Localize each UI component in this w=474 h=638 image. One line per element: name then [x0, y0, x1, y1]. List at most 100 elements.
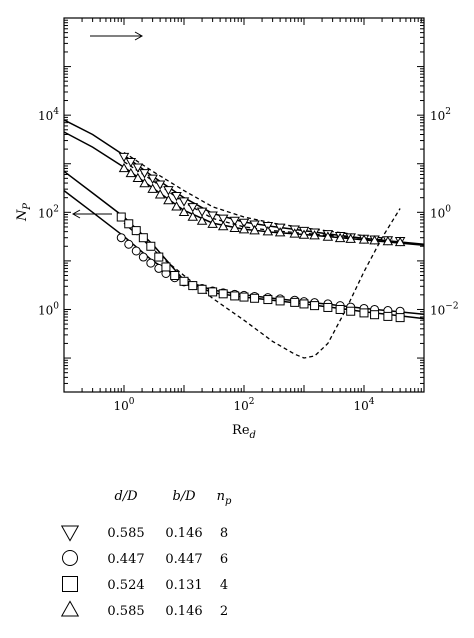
legend-b-over-D-value: 0.146	[165, 604, 202, 619]
data-point-triangle-up	[207, 218, 218, 228]
data-point-triangle-down	[125, 158, 137, 168]
data-point-square	[154, 252, 164, 262]
data-point-triangle-up	[178, 206, 190, 217]
data-point-square	[124, 219, 134, 229]
legend-np-value: 2	[220, 604, 228, 619]
data-point-triangle-up	[132, 172, 144, 183]
data-point-square	[310, 301, 320, 311]
legend-header-b-over-D: b/D	[172, 489, 196, 504]
legend-d-over-D-value: 0.524	[107, 578, 144, 593]
data-point-square	[263, 295, 273, 305]
legend-marker-circle	[62, 550, 78, 566]
data-point-triangle-up	[322, 231, 334, 241]
legend-marker-triangle-up	[60, 600, 80, 617]
data-point-triangle-up	[298, 229, 310, 239]
x-tick-label: 100	[113, 397, 134, 413]
data-point-triangle-down	[249, 220, 260, 230]
arrow-right-head	[134, 31, 144, 41]
data-point-triangle-up	[163, 194, 174, 205]
data-point-triangle-up	[217, 220, 229, 231]
data-point-triangle-down	[171, 191, 182, 202]
data-point-triangle-up	[394, 236, 406, 247]
legend-header-np: np	[217, 489, 232, 507]
data-point-triangle-up	[309, 230, 320, 240]
data-point-square	[359, 308, 369, 318]
legend-np-value: 6	[220, 552, 228, 567]
data-point-triangle-up	[289, 228, 300, 238]
data-point-triangle-up	[369, 235, 380, 245]
y-right-tick-label: 10−2	[430, 301, 459, 317]
data-point-circle	[138, 252, 148, 262]
x-tick-label: 104	[353, 397, 374, 413]
data-point-square	[346, 306, 356, 316]
data-point-triangle-up	[118, 162, 130, 173]
plot-frame	[63, 17, 425, 393]
dashed-curve	[123, 161, 393, 242]
data-point-triangle-up	[358, 234, 370, 244]
data-point-circle	[131, 246, 141, 256]
arrow-left-head	[71, 209, 81, 219]
legend: d/D b/D np 0.585 0.146 80.447 0.447 60.524 0.…	[60, 489, 232, 619]
legend-marker-square	[62, 576, 78, 592]
data-point-square	[290, 297, 300, 307]
y-right-tick-label: 102	[430, 107, 451, 123]
data-point-square	[230, 291, 240, 301]
legend-np-value: 4	[220, 578, 228, 593]
data-point-triangle-down	[147, 174, 158, 184]
data-point-triangle-up	[139, 177, 150, 188]
data-point-triangle-down	[118, 152, 130, 163]
data-point-triangle-up	[345, 233, 356, 243]
data-point-triangle-up	[229, 222, 240, 232]
data-point-triangle-up	[147, 183, 158, 193]
data-point-triangle-down	[217, 214, 229, 224]
data-point-triangle-up	[274, 227, 286, 237]
data-point-square	[299, 299, 309, 309]
data-point-triangle-down	[132, 163, 144, 173]
data-point-square	[138, 233, 148, 243]
data-point-triangle-up	[334, 232, 346, 243]
data-point-triangle-down	[178, 197, 190, 207]
data-point-square	[383, 311, 393, 321]
data-point-triangle-down	[139, 169, 150, 179]
markers-layer	[116, 152, 406, 323]
data-point-circle	[124, 239, 134, 249]
legend-d-over-D-value: 0.585	[107, 526, 144, 541]
legend-d-over-D-value: 0.447	[107, 552, 144, 567]
legend-rows: 0.585 0.146 8 0.447 0.447 6 0.524 0.131 4 0.585 0.…	[60, 525, 228, 619]
dashed-curve	[123, 208, 401, 359]
data-point-triangle-down	[238, 218, 250, 229]
y-left-tick-label: 104	[38, 107, 59, 123]
data-point-triangle-down	[163, 186, 174, 196]
data-point-square	[250, 293, 260, 303]
y-left-tick-label: 102	[38, 204, 59, 220]
data-point-square	[170, 271, 180, 281]
data-point-square	[335, 304, 345, 314]
legend-header-d-over-D: d/D	[114, 489, 138, 504]
y-right-tick-label: 100	[430, 204, 451, 220]
legend-b-over-D-value: 0.146	[165, 526, 202, 541]
data-point-triangle-up	[196, 215, 208, 225]
data-point-triangle-up	[187, 211, 199, 221]
x-axis-label: Red	[232, 423, 256, 441]
data-point-square	[146, 241, 156, 251]
data-point-circle	[146, 258, 156, 268]
y-left-tick-label: 100	[38, 301, 59, 317]
data-point-triangle-up	[382, 235, 394, 246]
data-point-square	[370, 310, 380, 320]
arrows-layer	[71, 31, 144, 219]
data-point-triangle-down	[196, 207, 208, 217]
legend-b-over-D-value: 0.447	[165, 552, 202, 567]
data-point-triangle-down	[207, 211, 218, 221]
dashed-curve	[123, 151, 393, 240]
data-point-square	[208, 287, 218, 297]
data-point-square	[275, 296, 285, 306]
data-point-triangle-up	[171, 201, 182, 211]
data-point-square	[395, 313, 405, 323]
data-point-triangle-up	[154, 189, 166, 199]
legend-marker-triangle-down	[60, 525, 80, 542]
y-axis-label: NP	[15, 203, 33, 222]
data-point-square	[161, 262, 171, 272]
data-point-square	[323, 302, 333, 312]
data-point-triangle-down	[154, 180, 166, 190]
